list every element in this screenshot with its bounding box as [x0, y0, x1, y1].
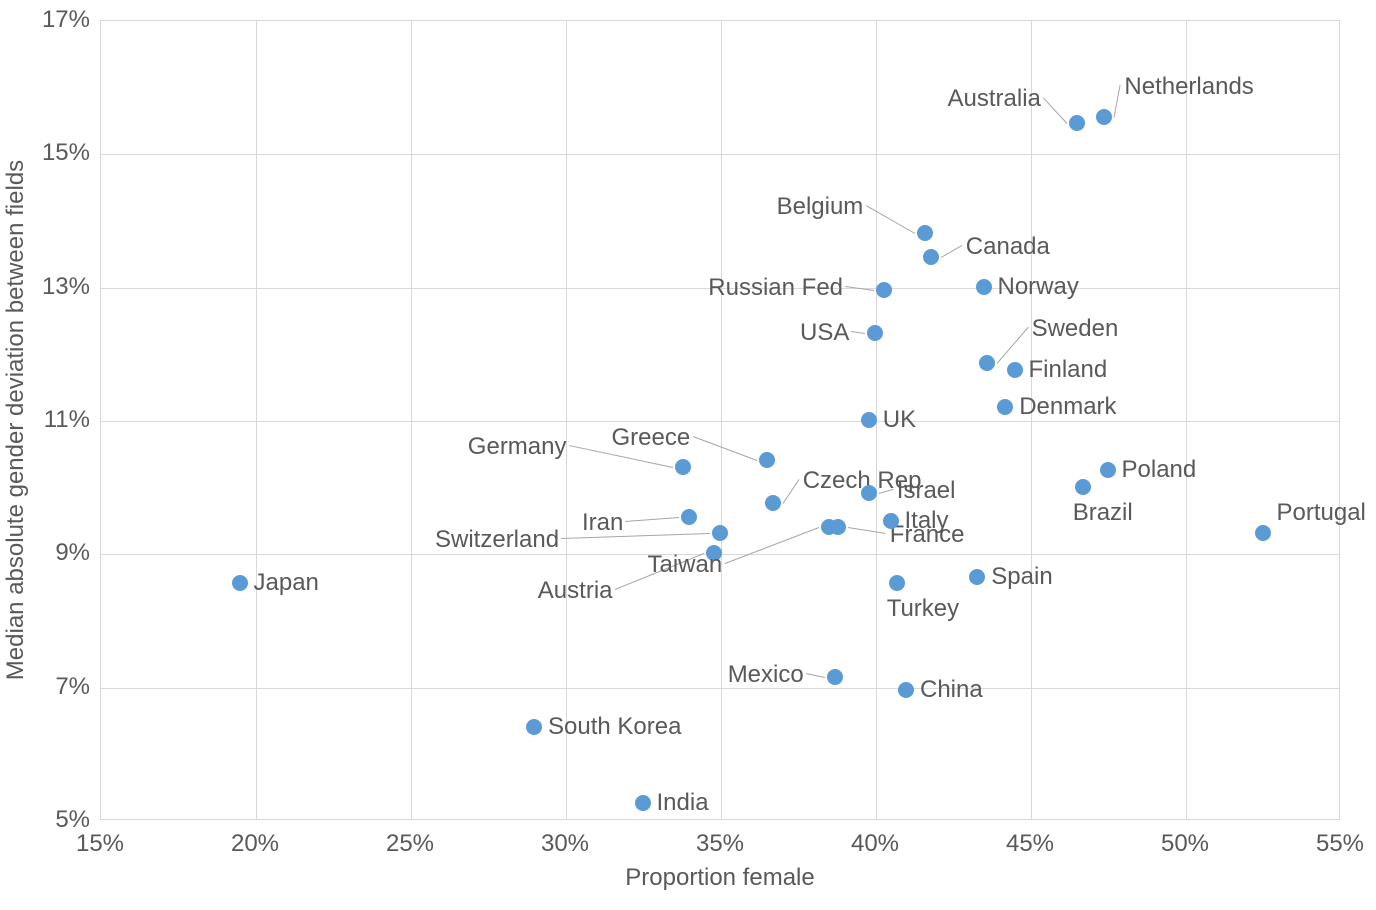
- data-marker: [876, 282, 892, 298]
- data-label: UK: [883, 406, 916, 434]
- data-label: Mexico: [728, 661, 804, 689]
- data-marker: [526, 719, 542, 735]
- x-axis-title: Proportion female: [100, 864, 1340, 892]
- y-gridline: [101, 154, 1339, 155]
- x-gridline: [256, 21, 257, 819]
- data-marker: [861, 485, 877, 501]
- data-label: Denmark: [1019, 393, 1116, 421]
- y-gridline: [101, 688, 1339, 689]
- x-tick-label: 25%: [386, 830, 434, 858]
- data-marker: [1007, 362, 1023, 378]
- x-tick-label: 40%: [851, 830, 899, 858]
- data-marker: [675, 459, 691, 475]
- data-label: Turkey: [887, 595, 959, 623]
- data-marker: [979, 355, 995, 371]
- data-marker: [867, 325, 883, 341]
- data-marker: [889, 575, 905, 591]
- data-marker: [1100, 462, 1116, 478]
- y-axis-title: Median absolute gender deviation between…: [2, 20, 30, 820]
- data-label: Germany: [468, 433, 567, 461]
- data-label: Spain: [991, 563, 1052, 591]
- x-tick-label: 45%: [1006, 830, 1054, 858]
- data-marker: [1255, 525, 1271, 541]
- data-marker: [976, 279, 992, 295]
- data-marker: [923, 249, 939, 265]
- data-label: Brazil: [1073, 499, 1133, 527]
- y-tick-label: 11%: [30, 406, 90, 434]
- data-label: China: [920, 676, 983, 704]
- y-tick-label: 9%: [30, 539, 90, 567]
- data-label: Netherlands: [1124, 73, 1253, 101]
- data-label: Israel: [897, 477, 956, 505]
- y-tick-label: 7%: [30, 673, 90, 701]
- data-marker: [1069, 115, 1085, 131]
- x-gridline: [721, 21, 722, 819]
- data-label: Poland: [1122, 456, 1197, 484]
- data-label: Iran: [582, 509, 623, 537]
- data-marker: [759, 452, 775, 468]
- data-marker: [969, 569, 985, 585]
- data-marker: [898, 682, 914, 698]
- y-gridline: [101, 421, 1339, 422]
- data-label: Austria: [538, 577, 613, 605]
- y-tick-label: 5%: [30, 806, 90, 834]
- data-marker: [917, 225, 933, 241]
- data-label: Norway: [998, 273, 1079, 301]
- plot-area: [100, 20, 1340, 820]
- data-marker: [1075, 479, 1091, 495]
- data-label: Russian Fed: [708, 274, 843, 302]
- data-label: Canada: [966, 233, 1050, 261]
- data-marker: [861, 412, 877, 428]
- data-label: Belgium: [777, 193, 864, 221]
- data-marker: [997, 399, 1013, 415]
- data-label: Australia: [948, 85, 1041, 113]
- data-label: Greece: [612, 424, 691, 452]
- data-marker: [712, 525, 728, 541]
- x-tick-label: 35%: [696, 830, 744, 858]
- data-marker: [681, 509, 697, 525]
- y-tick-label: 17%: [30, 6, 90, 34]
- x-tick-label: 30%: [541, 830, 589, 858]
- data-label: South Korea: [548, 713, 681, 741]
- scatter-chart: 15% 20% 25% 30% 35% 40% 45% 50% 55% 5% 7% 9% 11% 13% 1…: [0, 0, 1376, 910]
- data-marker: [635, 795, 651, 811]
- data-label: Switzerland: [435, 526, 559, 554]
- data-label: Finland: [1029, 356, 1108, 384]
- x-tick-label: 20%: [231, 830, 279, 858]
- x-gridline: [411, 21, 412, 819]
- data-label: USA: [800, 319, 849, 347]
- data-marker: [830, 519, 846, 535]
- x-gridline: [566, 21, 567, 819]
- data-label: India: [657, 789, 709, 817]
- data-marker: [232, 575, 248, 591]
- y-tick-label: 15%: [30, 139, 90, 167]
- data-marker: [827, 669, 843, 685]
- x-tick-label: 15%: [76, 830, 124, 858]
- data-marker: [883, 513, 899, 529]
- data-marker: [765, 495, 781, 511]
- data-label: Japan: [254, 569, 319, 597]
- data-label: Taiwan: [648, 551, 723, 579]
- x-tick-label: 50%: [1161, 830, 1209, 858]
- x-gridline: [1186, 21, 1187, 819]
- x-tick-label: 55%: [1316, 830, 1364, 858]
- data-label: Italy: [905, 507, 949, 535]
- data-label: Portugal: [1277, 499, 1366, 527]
- data-marker: [1096, 109, 1112, 125]
- y-tick-label: 13%: [30, 273, 90, 301]
- data-label: Sweden: [1032, 315, 1119, 343]
